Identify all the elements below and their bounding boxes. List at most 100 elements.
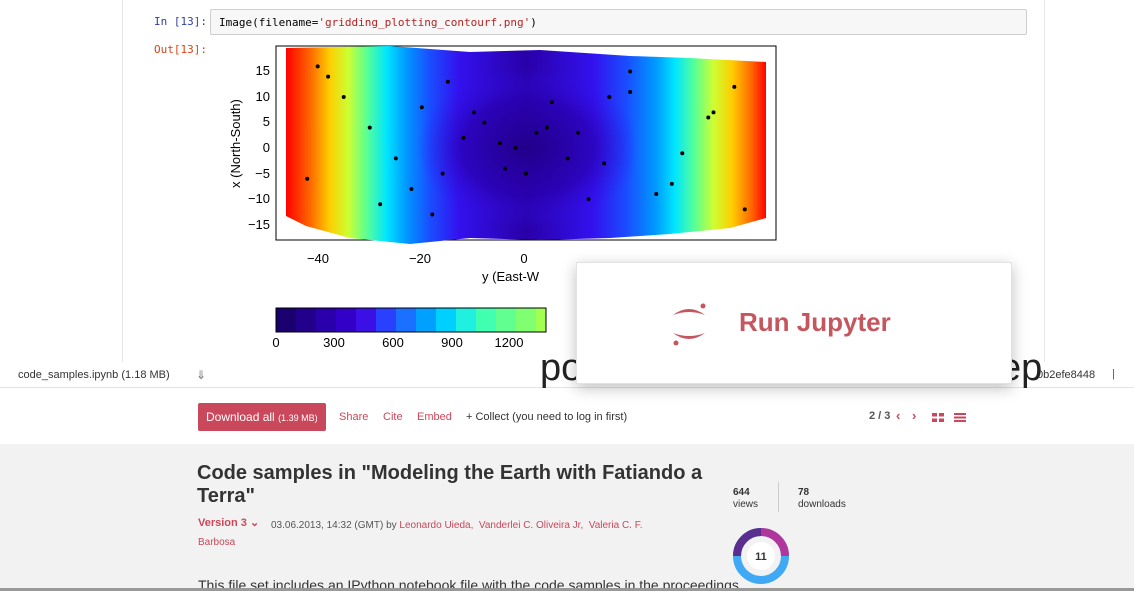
byline: 03.06.2013, 14:32 (GMT) by Leonardo Uied… (198, 517, 678, 551)
data-point (409, 186, 414, 191)
colorbar (275, 307, 547, 333)
colorbar-tick-label: 900 (441, 335, 463, 348)
pager-count: 2 / 3 (869, 410, 891, 422)
data-point (393, 156, 398, 161)
item-title: Code samples in "Modeling the Earth with… (197, 462, 703, 507)
code-string: 'gridding_plotting_contourf.png' (318, 16, 531, 29)
code-prefix: Image(filename= (219, 16, 319, 29)
download-all-button[interactable]: Download all (1.39 MB) (198, 403, 326, 431)
colorbar-tick-labels: 0 300 600 900 1200 (272, 335, 523, 348)
embed-link[interactable]: Embed (417, 411, 452, 423)
download-arrow-icon[interactable]: ⇓ (196, 368, 207, 382)
downloads-count: 78 (798, 487, 810, 498)
share-link[interactable]: Share (339, 411, 369, 423)
data-point (524, 171, 528, 176)
y-tick-label: 15 (256, 63, 270, 78)
download-all-label: Download all (206, 410, 275, 424)
data-point (341, 95, 346, 100)
output-prompt: Out[13]: (154, 43, 207, 56)
y-tick-label: 0 (263, 140, 270, 155)
colorbar-tick-label: 0 (272, 335, 279, 348)
data-points (305, 64, 747, 217)
altmetric-score: 11 (755, 551, 767, 563)
jupyter-logo-icon (673, 303, 706, 346)
file-name-text: code_samples.ipynb (18, 369, 119, 381)
x-axis-label: y (East-W (482, 269, 540, 284)
views-count: 644 (733, 487, 750, 498)
input-prompt: In [13]: (154, 15, 207, 28)
data-point (576, 130, 581, 135)
data-point (482, 120, 487, 125)
data-point (565, 156, 570, 161)
data-point (586, 197, 591, 202)
author-link[interactable]: Valeria C. F. Barbosa (198, 520, 643, 548)
data-point (607, 95, 612, 100)
stat-divider (778, 482, 779, 512)
item-description: This file set includes an IPython notebo… (198, 577, 739, 591)
data-point (503, 166, 508, 171)
data-point (680, 151, 685, 156)
data-point (305, 176, 310, 181)
data-point (497, 141, 502, 145)
action-bar: Download all (1.39 MB) Share Cite Embed … (0, 389, 1134, 444)
run-jupyter-button[interactable]: Run Jupyter (576, 262, 1012, 384)
item-metadata: Code samples in "Modeling the Earth with… (0, 444, 1134, 591)
data-point (378, 202, 383, 207)
author-link[interactable]: Leonardo Uieda, (399, 520, 474, 531)
code-suffix: ) (530, 16, 537, 29)
data-point (669, 181, 674, 186)
chevron-down-icon: ⌄ (249, 517, 260, 529)
download-all-size: (1.39 MB) (278, 413, 318, 423)
y-tick-label: 10 (256, 89, 270, 104)
data-point (445, 79, 450, 84)
colorbar-tick-label: 600 (382, 335, 404, 348)
notebook-cell (122, 0, 1045, 362)
version-selector[interactable]: Version 3 ⌄ (198, 516, 259, 529)
downloads-label: downloads (798, 499, 846, 510)
contour-plot: 15 10 5 0 −5 −10 −15 x (North-South) −40… (228, 45, 777, 348)
file-name[interactable]: code_samples.ipynb (1.18 MB) (18, 369, 170, 381)
data-point (706, 115, 711, 120)
y-tick-label: −10 (248, 191, 270, 206)
data-point (419, 105, 424, 110)
colorbar-tick-label: 1200 (495, 335, 524, 348)
code-input[interactable]: Image(filename='gridding_plotting_contou… (210, 9, 1027, 35)
data-point (534, 130, 539, 135)
chevron-left-icon[interactable]: ‹ (896, 408, 901, 423)
views-stat: 644 views (733, 487, 758, 511)
x-tick-labels: −40 −20 0 (307, 251, 528, 266)
notebook-area: In [13]: Image(filename='gridding_plotti… (122, 0, 1045, 362)
item-date: 03.06.2013, 14:32 (GMT) by (271, 520, 397, 531)
data-point (440, 171, 445, 176)
collect-link[interactable]: + Collect (you need to log in first) (466, 411, 628, 423)
data-point (367, 125, 372, 130)
altmetric-badge[interactable]: 11 (733, 528, 789, 584)
data-point (628, 69, 633, 74)
data-point (732, 84, 737, 89)
run-jupyter-label: Run Jupyter (739, 307, 891, 337)
contour-core (418, 68, 638, 228)
data-point (654, 192, 659, 197)
data-point (461, 135, 466, 140)
data-point (430, 212, 435, 217)
data-point (544, 125, 549, 130)
grid-view-icon[interactable] (932, 413, 944, 422)
chevron-right-icon[interactable]: › (912, 408, 917, 423)
file-hash: 0b2efe8448 (1037, 369, 1096, 381)
views-label: views (733, 499, 759, 510)
list-view-icon[interactable] (954, 413, 966, 422)
cite-link[interactable]: Cite (383, 411, 403, 423)
y-tick-label: −15 (248, 217, 270, 232)
large-text-fragment-left: po (540, 347, 583, 389)
x-tick-label: −20 (409, 251, 431, 266)
y-tick-label: 5 (263, 114, 270, 129)
downloads-stat: 78 downloads (798, 487, 846, 511)
colorbar-tick-label: 300 (323, 335, 345, 348)
separator: | (1112, 368, 1115, 380)
version-label: Version 3 (198, 517, 247, 529)
author-link[interactable]: Vanderlei C. Oliveira Jr, (478, 520, 584, 531)
y-tick-label: −5 (255, 166, 270, 181)
bottom-divider (0, 588, 1134, 591)
y-axis-label: x (North-South) (228, 99, 243, 188)
